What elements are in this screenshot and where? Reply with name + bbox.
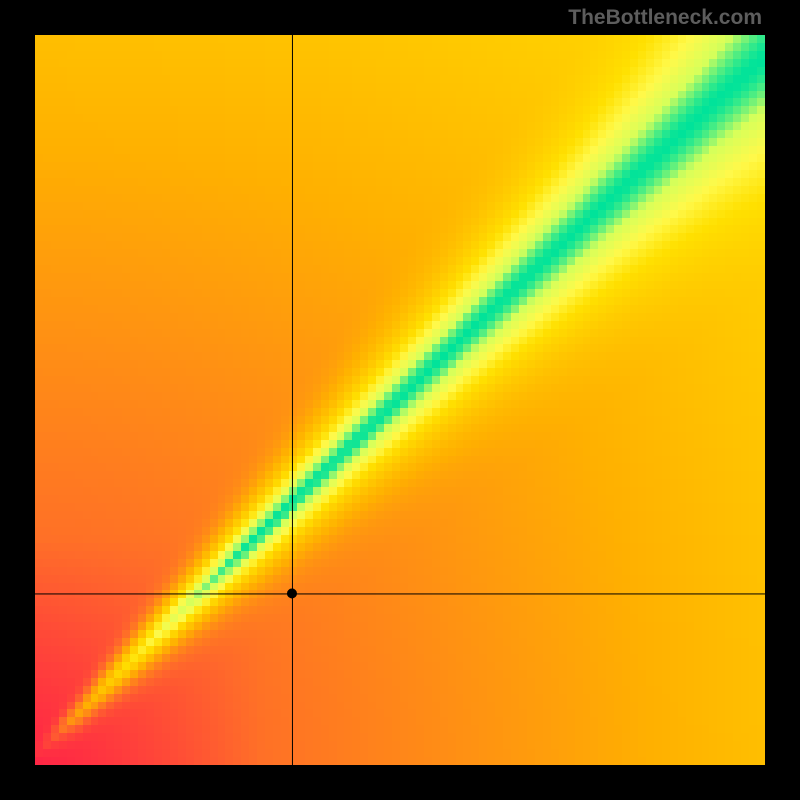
chart-container: TheBottleneck.com — [0, 0, 800, 800]
heatmap-canvas — [35, 35, 765, 765]
heatmap-plot — [35, 35, 765, 765]
watermark-label: TheBottleneck.com — [568, 6, 762, 30]
